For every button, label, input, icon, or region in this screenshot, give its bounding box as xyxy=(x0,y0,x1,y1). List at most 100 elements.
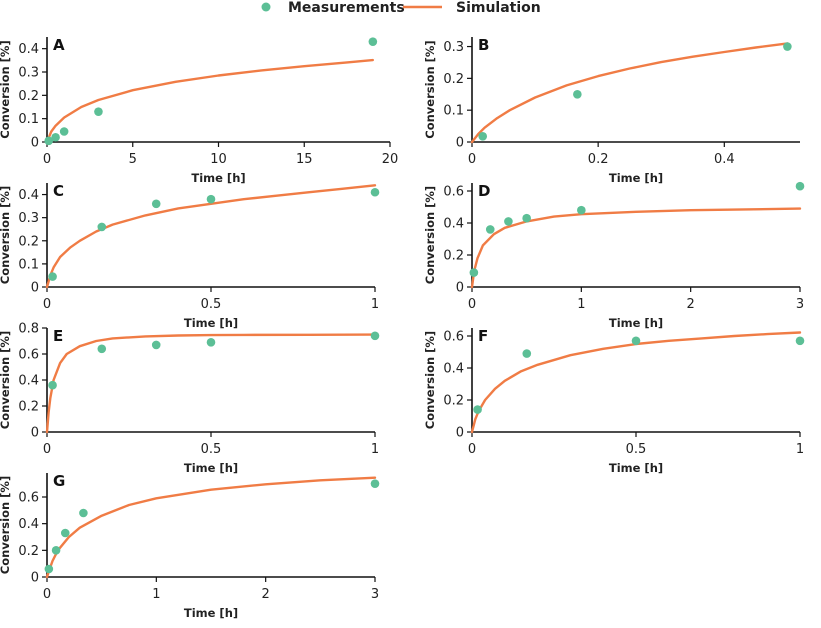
measurement-point xyxy=(478,131,488,141)
x-axis-title: Time [h] xyxy=(184,606,238,620)
simulation-curve xyxy=(470,207,802,289)
measurement-point xyxy=(368,37,378,46)
measurement-point xyxy=(44,564,54,574)
y-tick-label: 0 xyxy=(456,136,464,151)
y-tick-label: 0 xyxy=(31,136,39,151)
x-tick-label: 0.5 xyxy=(201,442,222,457)
y-tick-label: 0.6 xyxy=(443,330,464,345)
panel-label: B xyxy=(478,36,489,54)
x-tick-label: 0.5 xyxy=(201,297,222,312)
measurement-point xyxy=(795,181,805,191)
x-tick-label: 2 xyxy=(687,297,695,312)
x-axis-title: Time [h] xyxy=(609,316,663,330)
x-tick-label: 2 xyxy=(262,587,270,602)
y-tick-label: 0.6 xyxy=(443,185,464,200)
y-tick-label: 0 xyxy=(31,571,39,586)
y-tick-label: 0.2 xyxy=(18,234,39,249)
measurement-point xyxy=(94,107,103,116)
x-tick-label: 3 xyxy=(796,297,804,312)
x-tick-label: 0.5 xyxy=(626,442,647,457)
y-axis-title: Conversion [%] xyxy=(423,331,437,429)
panel-label: F xyxy=(478,327,488,345)
y-tick-label: 0.2 xyxy=(443,394,464,409)
y-tick-label: 0.2 xyxy=(18,89,39,104)
legend-measurements-label: Measurements xyxy=(288,0,405,16)
measurement-point xyxy=(60,528,70,538)
panel-b: 0 0.1 0.2 0.3 0 0.2 0.4 Time [h] Conversion [%] B xyxy=(423,36,800,185)
x-tick-label: 0 xyxy=(43,442,51,457)
measurement-point xyxy=(48,380,57,390)
y-tick-label: 0.3 xyxy=(18,211,39,226)
measurement-point xyxy=(206,338,216,347)
x-axis-title: Time [h] xyxy=(191,171,245,185)
simulation-curve xyxy=(45,184,377,289)
measurement-point xyxy=(504,217,513,226)
panel-f: 0 0.2 0.4 0.6 0 0.5 1 Time [h] Conversion [%] F xyxy=(423,327,805,475)
panel-e: 0 0.2 0.4 0.6 0.8 0 0.5 1 Time [h] Conversion [%]… xyxy=(0,322,380,475)
x-tick-label: 1 xyxy=(152,587,160,602)
measurement-point xyxy=(370,187,380,197)
legend: Measurements Simulation xyxy=(261,0,541,16)
measurement-point xyxy=(522,213,531,223)
x-axis-title: Time [h] xyxy=(609,171,663,185)
y-tick-label: 0.6 xyxy=(18,348,39,363)
x-tick-label: 0.2 xyxy=(588,152,609,167)
simulation-curve xyxy=(45,333,377,434)
x-tick-label: 1 xyxy=(371,442,379,457)
simulation-curve xyxy=(470,331,802,434)
x-tick-label: 3 xyxy=(371,587,379,602)
measurement-point xyxy=(59,127,69,136)
panel-label: E xyxy=(53,327,63,345)
measurement-point xyxy=(51,546,61,555)
panel-label: D xyxy=(478,182,490,200)
y-tick-label: 0.3 xyxy=(18,66,39,81)
y-axis-title: Conversion [%] xyxy=(0,40,12,138)
y-tick-label: 0.2 xyxy=(443,72,464,87)
legend-simulation-label: Simulation xyxy=(456,0,541,16)
y-tick-label: 0.6 xyxy=(18,491,39,506)
x-tick-label: 10 xyxy=(210,152,227,167)
y-axis-title: Conversion [%] xyxy=(0,186,12,284)
y-tick-label: 0 xyxy=(456,426,464,441)
y-tick-label: 0.4 xyxy=(443,362,464,377)
measurement-point xyxy=(573,89,582,99)
y-tick-label: 0.2 xyxy=(18,544,39,559)
x-tick-label: 0 xyxy=(43,297,51,312)
x-axis-title: Time [h] xyxy=(184,461,238,475)
y-axis-title: Conversion [%] xyxy=(0,331,12,429)
measurement-point xyxy=(577,205,586,215)
panel-d: 0 0.2 0.4 0.6 0 1 2 3 Time [h] Conversion [%] D xyxy=(423,181,805,330)
measurement-point xyxy=(97,222,107,232)
y-tick-label: 0.2 xyxy=(443,249,464,264)
measurement-point xyxy=(370,331,380,341)
y-tick-label: 0.4 xyxy=(18,188,39,203)
x-tick-label: 0.4 xyxy=(714,152,735,167)
y-tick-label: 0.4 xyxy=(443,217,464,232)
measurement-point xyxy=(151,199,161,209)
x-axis-title: Time [h] xyxy=(184,316,238,330)
panel-c: 0 0.1 0.2 0.3 0.4 0 0.5 1 Time [h] Conversion [%]… xyxy=(0,182,380,330)
panel-label: G xyxy=(53,472,65,490)
x-tick-label: 1 xyxy=(371,297,379,312)
y-tick-label: 0.2 xyxy=(18,400,39,415)
measurement-point xyxy=(485,225,495,234)
measurement-point xyxy=(44,136,54,146)
x-tick-label: 0 xyxy=(468,297,476,312)
simulation-curve xyxy=(45,58,374,144)
panel-g: 0 0.2 0.4 0.6 0 1 2 3 Time [h] Conversion [%] G xyxy=(0,472,380,620)
simulation-curve xyxy=(45,476,377,579)
measurement-point xyxy=(79,508,88,518)
y-tick-label: 0 xyxy=(31,426,39,441)
y-axis-title: Conversion [%] xyxy=(423,40,437,138)
y-tick-label: 0.4 xyxy=(18,374,39,389)
measurement-point xyxy=(522,349,532,358)
measurement-point xyxy=(795,336,805,346)
x-tick-label: 1 xyxy=(577,297,585,312)
measurement-point xyxy=(783,42,792,51)
legend-measurements-marker xyxy=(261,2,271,12)
measurement-point xyxy=(469,268,479,277)
x-tick-label: 1 xyxy=(796,442,804,457)
y-tick-label: 0.4 xyxy=(18,42,39,57)
measurement-point xyxy=(370,479,380,488)
